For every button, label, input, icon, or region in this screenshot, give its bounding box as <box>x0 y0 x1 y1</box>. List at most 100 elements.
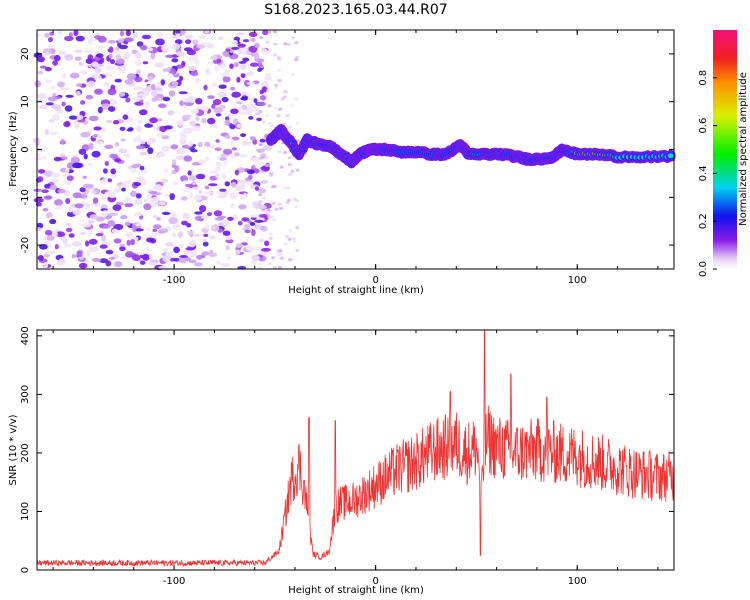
noise-blob <box>240 133 247 138</box>
noise-blob <box>41 189 49 193</box>
noise-blob <box>253 53 260 60</box>
x-tick-label: 0 <box>372 576 378 587</box>
noise-blob <box>105 260 112 267</box>
noise-blob <box>262 29 269 36</box>
noise-blob <box>133 182 142 187</box>
noise-blob <box>142 256 150 261</box>
noise-blob <box>173 258 181 262</box>
noise-blob <box>235 243 244 249</box>
noise-blob <box>37 93 47 99</box>
noise-blob <box>91 190 97 195</box>
noise-blob <box>91 150 101 158</box>
noise-blob <box>231 147 238 151</box>
noise-blob <box>65 222 72 227</box>
noise-blob <box>283 90 288 94</box>
noise-blob <box>204 191 214 195</box>
noise-blob <box>48 131 59 136</box>
noise-blob <box>210 124 219 129</box>
noise-blob <box>87 162 93 167</box>
noise-blob <box>133 212 142 217</box>
noise-blob <box>105 65 116 71</box>
noise-blob <box>225 238 234 244</box>
noise-blob <box>132 31 138 39</box>
noise-blob <box>33 188 43 192</box>
noise-blob <box>57 50 67 55</box>
noise-blob <box>142 61 149 65</box>
noise-blob <box>268 236 273 240</box>
noise-blob <box>156 217 161 221</box>
noise-blob <box>209 235 216 240</box>
noise-blob <box>213 107 223 114</box>
noise-blob <box>257 162 265 166</box>
noise-blob <box>105 73 113 78</box>
noise-blob <box>51 85 56 90</box>
noise-blob <box>246 71 254 77</box>
noise-blob <box>134 228 144 232</box>
noise-blob <box>143 198 149 203</box>
noise-blob <box>259 95 267 101</box>
noise-blob <box>276 56 281 60</box>
noise-blob <box>251 229 256 237</box>
noise-blob <box>52 60 58 66</box>
noise-blob <box>225 245 230 251</box>
snr-line <box>36 329 675 568</box>
noise-blob <box>136 251 145 256</box>
noise-blob <box>171 159 177 166</box>
noise-blob <box>36 56 45 63</box>
noise-blob <box>120 215 128 220</box>
noise-blob <box>107 220 116 227</box>
colorbar-tick-label: 0.6 <box>698 118 709 134</box>
spectrogram-x-ticks: -100 0 100 <box>52 30 659 286</box>
noise-blob <box>94 141 105 145</box>
noise-blob <box>224 181 230 187</box>
snr-x-label: Height of straight line (km) <box>288 585 424 596</box>
noise-blob <box>91 202 101 207</box>
noise-blob <box>91 61 99 68</box>
noise-blob <box>149 117 158 124</box>
noise-blob <box>236 76 241 83</box>
noise-blob <box>139 151 147 156</box>
noise-blob <box>261 225 268 232</box>
noise-blob <box>130 239 135 246</box>
noise-blob <box>151 84 156 91</box>
noise-blob <box>64 180 72 186</box>
noise-blob <box>100 234 106 242</box>
noise-blob <box>279 206 284 210</box>
noise-blob <box>107 88 117 96</box>
noise-blob <box>37 176 44 183</box>
snr-series <box>36 329 675 568</box>
y-tick-label: 10 <box>20 95 31 108</box>
noise-blob <box>192 125 202 132</box>
noise-blob <box>78 61 84 67</box>
noise-blob <box>61 72 68 79</box>
noise-blob <box>53 199 64 206</box>
noise-blob <box>209 249 214 255</box>
noise-blob <box>66 175 74 181</box>
noise-blob <box>263 76 273 81</box>
y-tick-label: 0 <box>20 567 31 573</box>
noise-blob <box>268 161 273 164</box>
noise-blob <box>113 120 120 125</box>
noise-blob <box>144 123 154 128</box>
x-tick-label: 0 <box>372 275 378 286</box>
noise-blob <box>44 229 53 236</box>
noise-blob <box>69 72 80 79</box>
x-tick-label: 100 <box>568 275 587 286</box>
spectrogram-noise <box>33 28 300 271</box>
noise-blob <box>198 35 206 40</box>
noise-blob <box>87 37 93 45</box>
noise-blob <box>211 103 216 109</box>
noise-blob <box>272 30 277 34</box>
noise-blob <box>114 142 120 147</box>
noise-blob <box>238 110 247 115</box>
noise-blob <box>251 259 258 265</box>
noise-blob <box>230 39 238 45</box>
noise-blob <box>161 211 171 215</box>
noise-blob <box>118 92 126 97</box>
noise-blob <box>278 252 283 256</box>
noise-blob <box>279 165 284 169</box>
noise-blob <box>238 61 247 64</box>
noise-blob <box>271 202 276 205</box>
noise-blob <box>83 153 88 160</box>
